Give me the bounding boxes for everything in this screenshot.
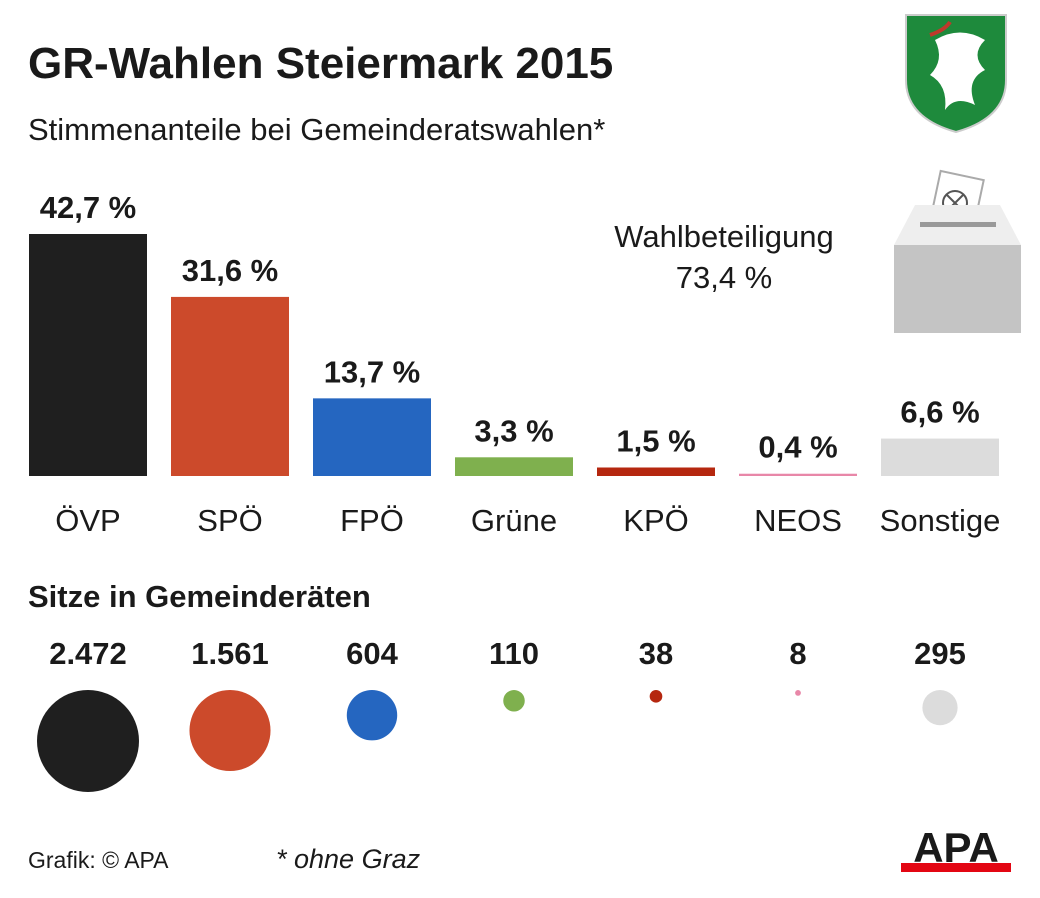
bar [29,234,147,476]
seat-label: 8 [789,636,806,671]
value-label: 31,6 % [182,253,279,288]
seat-label: 38 [639,636,673,671]
bubble [503,690,525,712]
seat-label: 604 [346,636,398,671]
credit: Grafik: © APA [28,847,169,873]
bar [455,457,573,476]
seat-label: 295 [914,636,966,671]
ballot-box-icon [894,169,1021,333]
apa-logo: APA [901,824,1011,872]
bubble [189,690,271,772]
chart-title: GR-Wahlen Steiermark 2015 [28,39,613,88]
category-label: SPÖ [197,503,262,538]
value-label: 6,6 % [900,395,979,430]
bubble-title: Sitze in Gemeinderäten [28,579,371,614]
category-label: KPÖ [623,503,688,538]
bubble [649,690,663,703]
category-label: NEOS [754,503,842,538]
turnout-value: 73,4 % [676,260,773,295]
value-label: 3,3 % [474,413,553,448]
seat-label: 110 [489,636,539,671]
footnote: * ohne Graz [276,844,421,874]
chart-subtitle: Stimmenanteile bei Gemeinderatswahlen* [28,112,605,147]
value-label: 42,7 % [40,190,137,225]
bubble [346,690,398,741]
logo-bar [901,863,1011,872]
bar [881,438,999,476]
bar [597,467,715,476]
category-label: Grüne [471,503,557,538]
value-label: 1,5 % [616,423,695,458]
seat-label: 1.561 [191,636,269,671]
turnout-label: Wahlbeteiligung [614,219,833,254]
bubble [922,690,958,726]
seat-label: 2.472 [49,636,127,671]
value-label: 13,7 % [324,354,421,389]
bar [171,296,289,476]
bar [313,398,431,476]
coat-of-arms [905,14,1007,134]
category-label: ÖVP [55,503,120,538]
bubble [795,690,801,696]
bubble [37,690,139,792]
value-label: 0,4 % [758,430,837,465]
category-label: Sonstige [880,503,1001,538]
bar [739,473,857,476]
category-label: FPÖ [340,503,404,538]
